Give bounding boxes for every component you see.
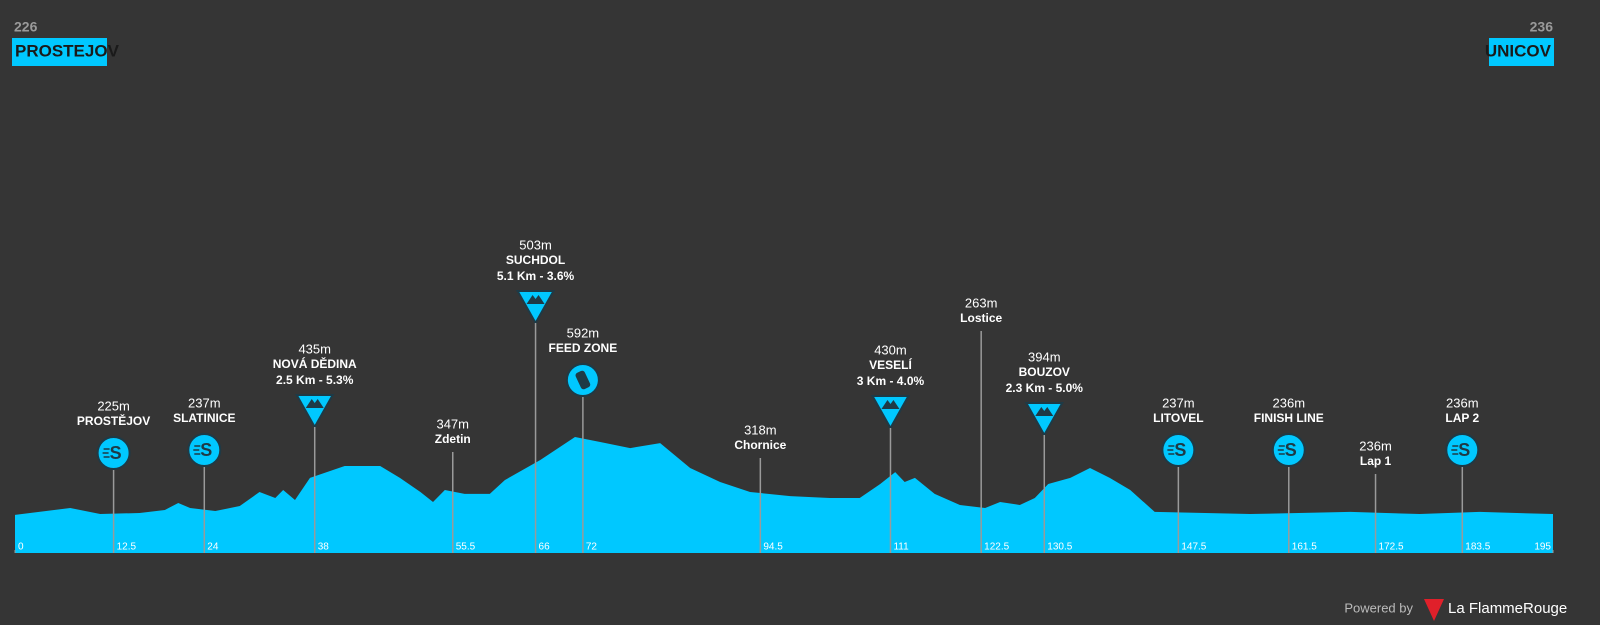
start-name: PROSTEJOV — [15, 41, 120, 60]
x-tick-label: 94.5 — [763, 542, 783, 553]
brand-logo — [1424, 599, 1444, 621]
sprint-icon — [1271, 433, 1306, 467]
sprint-symbol: S — [1285, 440, 1297, 460]
marker-name: FINISH LINE — [1254, 411, 1324, 425]
marker-elevation: 503m — [519, 237, 552, 252]
marker-detail: 5.1 Km - 3.6% — [497, 269, 575, 283]
x-tick-label: 72 — [586, 542, 598, 553]
sprint-icon — [187, 433, 222, 467]
sprint-symbol: S — [1458, 440, 1470, 460]
x-tick-label: 38 — [318, 542, 330, 553]
sprint-icon — [96, 436, 131, 470]
sprint-lines — [1277, 445, 1285, 455]
marker-name: BOUZOV — [1019, 365, 1070, 379]
finish-box — [1489, 38, 1554, 66]
x-tick-label: 130.5 — [1047, 542, 1072, 553]
x-tick-label: 195 — [1534, 542, 1551, 553]
marker-elevation: 236m — [1446, 395, 1479, 410]
climb-icon — [870, 395, 911, 431]
sprint-icon — [1445, 433, 1480, 467]
marker-name: Lap 1 — [1360, 454, 1392, 468]
marker-name: FEED ZONE — [549, 341, 618, 355]
marker-name: Zdetin — [435, 432, 471, 446]
start-code: 226 — [14, 19, 38, 35]
bottle — [575, 370, 591, 390]
marker-elevation: 592m — [567, 325, 600, 340]
marker-elevation: 237m — [188, 395, 221, 410]
x-tick-label: 66 — [539, 542, 551, 553]
climb-icon — [295, 394, 335, 430]
finish-name: UNICOV — [1485, 41, 1552, 60]
x-tick-label: 161.5 — [1292, 542, 1317, 553]
sprint-icon — [1161, 433, 1196, 467]
mountain — [881, 400, 900, 409]
sprint-lines — [102, 448, 110, 458]
marker-elevation: 237m — [1162, 395, 1195, 410]
marker-detail: 2.5 Km - 5.3% — [276, 373, 354, 387]
marker-elevation: 318m — [744, 422, 777, 437]
marker-name: SLATINICE — [173, 411, 235, 425]
marker-elevation: 236m — [1359, 438, 1392, 453]
mountain — [305, 399, 324, 408]
x-tick-label: 172.5 — [1379, 542, 1404, 553]
start-box — [12, 38, 107, 66]
marker-elevation: 430m — [874, 342, 907, 357]
climb-icon — [1024, 402, 1064, 438]
climb-icon — [515, 290, 556, 326]
x-tick-label: 122.5 — [984, 542, 1009, 553]
marker-name: Chornice — [734, 438, 786, 452]
finish-code: 236 — [1530, 19, 1554, 35]
marker-detail: 3 Km - 4.0% — [857, 374, 925, 388]
sprint-symbol: S — [200, 440, 212, 460]
marker-name: LAP 2 — [1445, 411, 1479, 425]
mountain — [1035, 407, 1054, 416]
sprint-symbol: S — [110, 443, 122, 463]
powered-by: Powered by — [1344, 600, 1413, 615]
x-tick-label: 24 — [207, 542, 219, 553]
sprint-lines — [1167, 445, 1175, 455]
marker-elevation: 263m — [965, 295, 998, 310]
marker-elevation: 236m — [1273, 395, 1306, 410]
x-tick-label: 147.5 — [1181, 542, 1206, 553]
marker-elevation: 347m — [436, 416, 469, 431]
marker-elevation: 435m — [298, 341, 331, 356]
brand: La FlammeRouge — [1448, 600, 1567, 617]
marker-name: Lostice — [960, 311, 1002, 325]
marker-name: PROSTĚJOV — [77, 413, 150, 428]
sprint-symbol: S — [1174, 440, 1186, 460]
marker-elevation: 394m — [1028, 349, 1061, 364]
sprint-lines — [1451, 445, 1459, 455]
x-tick-label: 111 — [893, 542, 909, 553]
marker-name: LITOVEL — [1153, 411, 1203, 425]
marker-name: VESELÍ — [869, 357, 912, 372]
x-tick-label: 55.5 — [456, 542, 476, 553]
marker-name: NOVÁ DĚDINA — [273, 356, 357, 371]
marker-detail: 2.3 Km - 5.0% — [1006, 381, 1084, 395]
x-tick-label: 12.5 — [117, 542, 137, 553]
x-tick-label: 183.5 — [1465, 542, 1490, 553]
elevation-profile — [15, 437, 1553, 553]
mountain — [526, 295, 545, 304]
sprint-lines — [193, 445, 201, 455]
marker-elevation: 225m — [97, 398, 130, 413]
x-tick-label: 0 — [18, 542, 24, 553]
marker-name: SUCHDOL — [506, 253, 565, 267]
